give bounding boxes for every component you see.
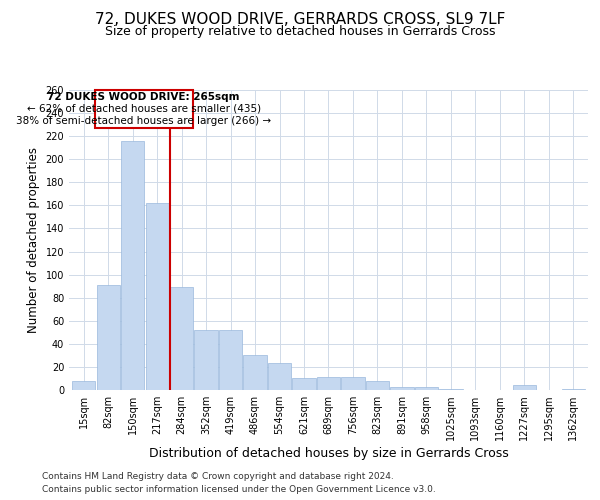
Bar: [391, 386, 413, 390]
Y-axis label: Number of detached properties: Number of detached properties: [27, 147, 40, 333]
Bar: [415, 386, 438, 390]
Bar: [341, 378, 365, 390]
Bar: [513, 386, 536, 390]
FancyBboxPatch shape: [95, 90, 193, 128]
Text: 38% of semi-detached houses are larger (266) →: 38% of semi-detached houses are larger (…: [16, 116, 271, 126]
Bar: [366, 381, 389, 390]
Bar: [170, 288, 193, 390]
Text: ← 62% of detached houses are smaller (435): ← 62% of detached houses are smaller (43…: [26, 104, 261, 114]
Text: 72 DUKES WOOD DRIVE: 265sqm: 72 DUKES WOOD DRIVE: 265sqm: [47, 92, 240, 102]
Bar: [562, 389, 585, 390]
Bar: [292, 378, 316, 390]
Text: Contains public sector information licensed under the Open Government Licence v3: Contains public sector information licen…: [42, 485, 436, 494]
Bar: [244, 356, 266, 390]
Bar: [72, 381, 95, 390]
X-axis label: Distribution of detached houses by size in Gerrards Cross: Distribution of detached houses by size …: [149, 448, 508, 460]
Text: Contains HM Land Registry data © Crown copyright and database right 2024.: Contains HM Land Registry data © Crown c…: [42, 472, 394, 481]
Bar: [97, 285, 120, 390]
Bar: [121, 141, 144, 390]
Bar: [268, 364, 291, 390]
Bar: [317, 378, 340, 390]
Text: Size of property relative to detached houses in Gerrards Cross: Size of property relative to detached ho…: [105, 25, 495, 38]
Text: 72, DUKES WOOD DRIVE, GERRARDS CROSS, SL9 7LF: 72, DUKES WOOD DRIVE, GERRARDS CROSS, SL…: [95, 12, 505, 28]
Bar: [439, 389, 463, 390]
Bar: [194, 330, 218, 390]
Bar: [146, 203, 169, 390]
Bar: [219, 330, 242, 390]
